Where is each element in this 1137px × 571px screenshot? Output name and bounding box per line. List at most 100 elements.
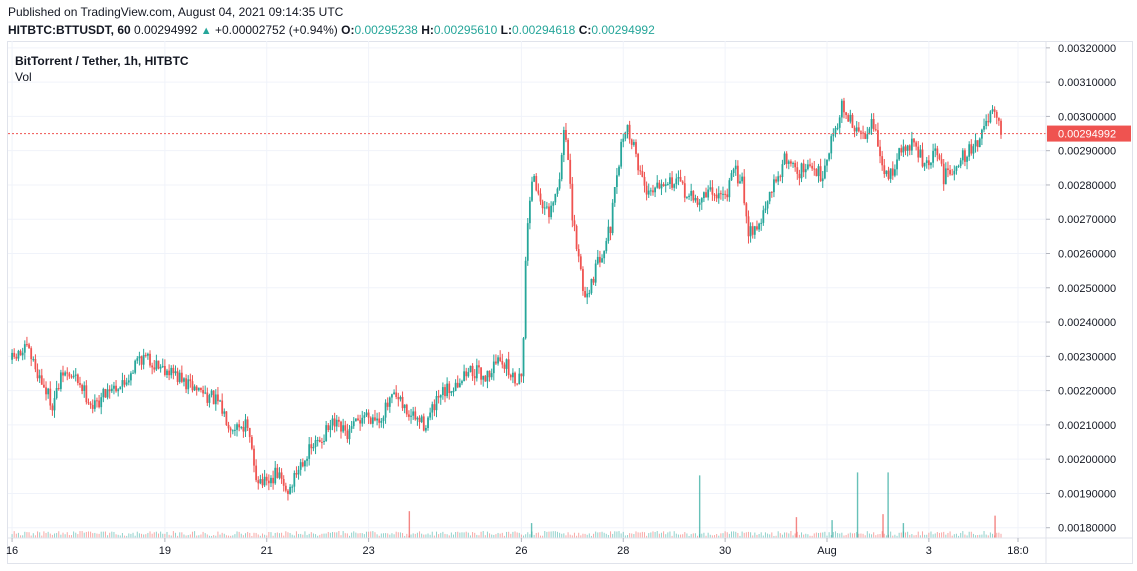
volume-bar [73,531,75,538]
candle-body [669,177,671,185]
price-tick-label: 0.00220000 [1058,386,1116,398]
volume-bar [196,535,198,538]
volume-bar [750,532,752,538]
candle-body [132,372,134,374]
volume-bar [830,535,832,538]
volume-bar [614,531,616,538]
volume-bar [603,532,605,538]
volume-bar [955,533,957,538]
volume-bar [281,532,283,538]
candle-body [416,417,419,420]
candle-body [751,226,754,235]
candle-body [862,132,864,134]
time-tick-label: 26 [515,545,527,557]
candle-body [722,193,724,195]
candle-body [350,426,353,429]
candle-body [773,179,775,193]
candle-body [978,138,981,147]
candle-body [49,388,52,406]
candle-body [728,180,731,198]
candle-body [146,353,149,356]
candle-body [660,184,663,189]
candle-body [337,419,340,422]
candle-body [949,170,951,175]
volume-bar [714,535,716,538]
volume-bar [847,533,849,538]
candle-body [779,176,782,178]
volume-bar [896,535,898,538]
candle-body [32,359,35,361]
volume-bar [885,535,887,538]
volume-bar [820,532,822,538]
candle-body [255,465,258,481]
volume-bar [792,535,794,538]
candle-body [1000,120,1002,135]
candle-body [762,210,765,223]
volume-bar [932,534,934,538]
volume-bar [739,535,741,538]
chart-frame[interactable] [7,41,1133,564]
candle-body [518,373,521,385]
volume-bar [85,531,87,538]
volume-bar [162,533,164,538]
volume-bar [571,535,573,538]
candle-body [821,178,824,182]
volume-bar [722,533,724,538]
volume-bar [890,531,892,538]
candle-body [418,417,421,423]
volume-bar [788,533,790,538]
volume-bar [402,533,404,538]
symbol-label: HITBTC:BTTUSDT, 60 [8,23,131,37]
candle-body [915,142,918,147]
volume-bar [930,531,932,538]
volume-bar [996,532,998,538]
candle-body [223,411,226,414]
candle-body [55,388,58,399]
candle-body [289,486,291,494]
candle-body [157,360,160,369]
volume-bar [877,534,879,538]
volume-bar [304,531,306,538]
volume-bar [690,534,692,538]
candle-body [601,258,603,263]
volume-bar [334,532,336,538]
volume-bar [493,534,495,538]
volume-bar [421,533,423,538]
candle-body [354,418,357,422]
volume-bar [77,534,79,538]
candle-body [183,378,185,382]
volume-bar [512,531,514,538]
candle-body [743,176,746,204]
candle-body [870,119,873,129]
volume-bar [786,532,788,538]
published-caption: Published on TradingView.com, August 04,… [8,5,344,19]
candle-body [690,190,693,196]
volume-bar [934,533,936,538]
candle-body [484,375,487,382]
candle-body [297,469,300,475]
candle-body [590,278,593,294]
candle-body [860,131,862,133]
volume-spike [795,517,798,538]
candle-body [673,184,676,188]
candle-body [539,193,542,202]
chart-legend-title: BitTorrent / Tether, 1h, HITBTC [15,54,189,68]
candle-body [503,364,506,369]
volume-bar [298,533,300,538]
volume-bar [472,532,474,538]
volume-bar [951,535,953,538]
volume-bar [913,535,915,538]
volume-bar [864,535,866,538]
candle-body [516,383,519,385]
candle-body [202,389,204,394]
candle-body [446,383,449,397]
volume-bar [559,532,561,538]
candle-body [495,361,497,364]
volume-bar [905,532,907,538]
volume-bar [724,531,726,538]
volume-bar [775,535,777,538]
candle-body [857,127,860,132]
candle-body [700,198,703,203]
candle-body [573,220,576,226]
